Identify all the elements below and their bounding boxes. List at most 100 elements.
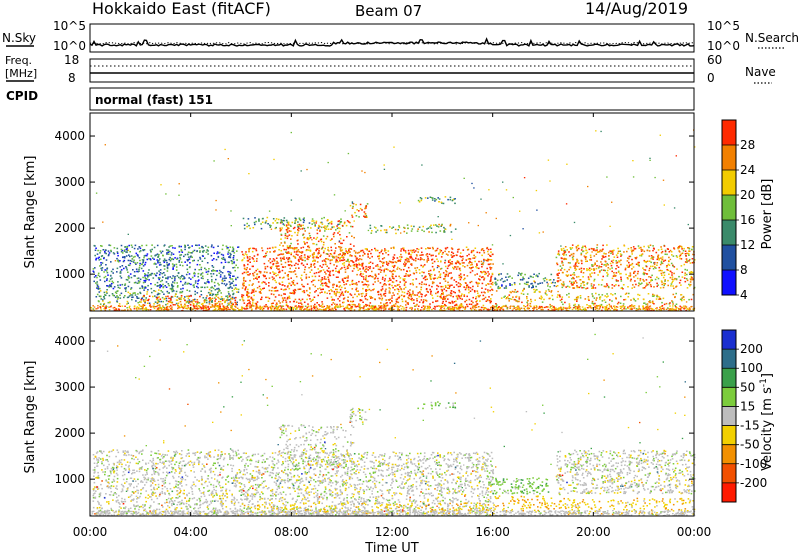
range-gate-cell <box>686 259 688 261</box>
range-gate-cell <box>126 300 129 303</box>
range-gate-cell <box>252 305 255 307</box>
range-gate-cell <box>128 244 130 247</box>
range-gate-cell <box>404 278 406 280</box>
range-gate-cell <box>365 207 367 209</box>
range-gate-cell <box>480 291 483 294</box>
range-gate-cell <box>125 287 127 289</box>
range-gate-cell <box>315 290 317 292</box>
range-gate-cell <box>167 253 170 255</box>
range-gate-cell <box>235 264 237 266</box>
range-gate-cell <box>181 251 184 253</box>
range-gate-cell <box>171 283 173 286</box>
range-gate-cell <box>487 299 489 302</box>
range-gate-cell <box>136 270 138 273</box>
range-gate-cell <box>106 279 108 282</box>
range-gate-cell <box>626 250 628 253</box>
range-gate-cell <box>631 304 633 306</box>
range-gate-cell <box>547 159 550 161</box>
range-gate-cell <box>456 251 459 253</box>
range-gate-cell <box>302 233 305 235</box>
range-gate-cell <box>264 268 267 270</box>
range-gate-cell <box>108 294 111 297</box>
range-gate-cell <box>190 295 192 297</box>
range-gate-cell <box>251 304 254 306</box>
range-gate-cell <box>632 305 635 307</box>
range-gate-cell <box>623 299 625 301</box>
range-gate-cell <box>484 259 487 261</box>
range-gate-cell <box>649 159 651 161</box>
range-gate-cell <box>353 282 355 285</box>
range-gate-cell <box>224 259 226 261</box>
range-gate-cell <box>262 256 265 258</box>
range-gate-cell <box>148 275 150 277</box>
range-gate-cell <box>643 245 645 248</box>
range-gate-cell <box>444 280 447 282</box>
range-gate-cell <box>509 307 511 309</box>
range-gate-cell <box>228 274 230 276</box>
range-gate-cell <box>553 285 556 287</box>
range-gate-cell <box>295 219 298 221</box>
range-gate-cell <box>96 293 99 296</box>
range-gate-cell <box>214 289 217 291</box>
range-gate-cell <box>437 197 439 199</box>
range-gate-cell <box>311 220 313 222</box>
range-gate-cell <box>509 283 511 285</box>
range-gate-cell <box>239 299 241 301</box>
range-gate-cell <box>361 264 364 266</box>
range-gate-cell <box>303 227 306 230</box>
range-gate-cell <box>314 291 316 293</box>
range-gate-cell <box>583 281 585 283</box>
range-gate-cell <box>283 309 285 311</box>
cpid-label: CPID <box>6 89 38 103</box>
range-gate-cell <box>315 243 318 246</box>
range-gate-cell <box>299 288 302 290</box>
range-gate-cell <box>474 247 477 249</box>
range-gate-cell <box>590 259 593 261</box>
range-gate-cell <box>573 282 575 284</box>
range-gate-cell <box>242 299 245 302</box>
range-gate-cell <box>627 266 629 268</box>
range-gate-cell <box>483 260 485 262</box>
range-gate-cell <box>98 291 101 293</box>
range-gate-cell <box>214 304 217 306</box>
range-gate-cell <box>657 257 659 259</box>
range-gate-cell <box>360 271 362 273</box>
range-gate-cell <box>659 269 662 272</box>
range-gate-cell <box>589 269 591 272</box>
range-gate-cell <box>342 252 344 254</box>
range-gate-cell <box>338 240 341 242</box>
range-gate-cell <box>276 265 278 267</box>
range-gate-cell <box>549 286 551 288</box>
range-gate-cell <box>340 259 343 262</box>
range-gate-cell <box>573 265 575 267</box>
range-gate-cell <box>607 285 610 288</box>
range-gate-cell <box>649 244 652 246</box>
range-gate-cell <box>155 254 157 256</box>
range-gate-cell <box>220 292 222 294</box>
range-gate-cell <box>280 221 282 223</box>
range-gate-cell <box>692 293 695 296</box>
range-gate-cell <box>249 279 251 282</box>
range-gate-cell <box>333 252 336 254</box>
range-gate-cell <box>279 230 282 232</box>
range-gate-cell <box>449 284 451 287</box>
range-gate-cell <box>255 303 258 306</box>
range-gate-cell <box>248 249 250 251</box>
range-gate-cell <box>495 303 497 305</box>
range-gate-cell <box>112 268 114 271</box>
range-gate-cell <box>211 279 213 281</box>
range-gate-cell <box>688 250 690 252</box>
range-gate-cell <box>672 255 675 257</box>
range-gate-cell <box>96 276 98 279</box>
range-gate-cell <box>357 305 360 307</box>
range-gate-cell <box>280 249 283 252</box>
range-gate-cell <box>221 280 223 282</box>
range-gate-cell <box>437 260 439 263</box>
range-gate-cell <box>287 247 290 249</box>
range-gate-cell <box>363 211 366 213</box>
sky-label: N.Sky <box>2 31 36 45</box>
range-gate-cell <box>370 289 372 292</box>
range-gate-cell <box>221 299 224 302</box>
range-gate-cell <box>437 285 440 288</box>
range-gate-cell <box>300 252 303 254</box>
